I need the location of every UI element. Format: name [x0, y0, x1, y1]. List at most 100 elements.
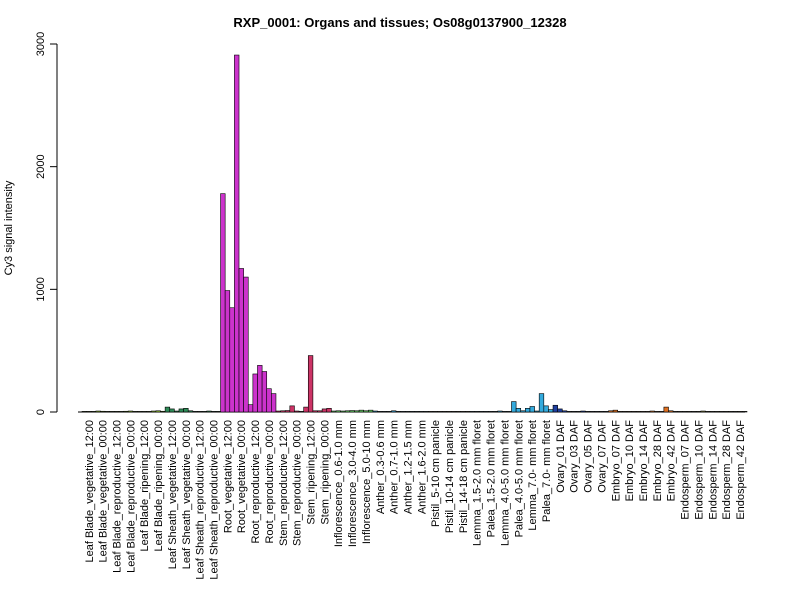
bar: [460, 411, 466, 413]
bar: [437, 411, 443, 413]
bar: [603, 411, 609, 413]
bar: [100, 410, 106, 413]
bar: [497, 410, 503, 413]
bar: [404, 411, 411, 413]
x-tick-label: Embryo_10 DAF: [624, 420, 636, 502]
bar: [386, 411, 392, 413]
x-tick-label: Root_vegetative_12:00: [222, 420, 234, 533]
bar: [617, 411, 623, 413]
bar: [391, 410, 397, 413]
bar: [400, 411, 406, 413]
x-tick-label: Leaf Sheath_vegetative_12:00: [167, 420, 179, 569]
x-tick-label: Leaf Blade_reproductive_00:00: [125, 420, 137, 573]
bar: [187, 410, 194, 413]
bar: [612, 409, 619, 413]
x-tick-label: Leaf Sheath_vegetative_00:00: [181, 420, 193, 569]
bar: [658, 411, 665, 413]
x-tick-label: Anther_0.3-0.6 mm: [375, 420, 387, 514]
bar: [640, 411, 646, 413]
bar: [294, 410, 300, 413]
bar: [691, 411, 697, 413]
x-tick-label: Anther_1.2-1.5 mm: [402, 420, 414, 514]
x-tick-label: Leaf Blade_ripening_00:00: [153, 420, 165, 552]
bar: [557, 408, 563, 413]
bars-group: [81, 54, 748, 413]
bar: [737, 411, 743, 413]
bar: [86, 411, 92, 413]
x-tick-label: Anther_1.6-2.0 mm: [416, 420, 428, 514]
bar: [312, 410, 318, 413]
x-tick-label: Palea_7.0- mm floret: [541, 420, 553, 522]
bar: [307, 355, 314, 413]
bar: [626, 411, 632, 413]
bar: [358, 409, 364, 413]
bar: [589, 411, 595, 413]
bar: [141, 411, 147, 413]
x-tick-label: Leaf Sheath_reproductive_12:00: [195, 420, 207, 580]
bar: [381, 411, 388, 413]
x-tick-label: Palea_1.5-2.0 mm floret: [486, 420, 498, 537]
x-tick-label: Leaf Blade_ripening_12:00: [139, 420, 151, 552]
bar: [571, 411, 577, 413]
bar: [511, 401, 517, 413]
bar: [501, 411, 508, 413]
bar: [598, 411, 605, 413]
bar: [261, 371, 268, 413]
x-tick-label: Ovary_05 DAF: [583, 420, 595, 493]
x-tick-label: Stem_ripening_00:00: [319, 420, 331, 525]
bar: [418, 411, 425, 413]
bar: [169, 408, 175, 413]
bar: [229, 307, 235, 413]
bar: [580, 410, 586, 413]
bar: [654, 411, 660, 413]
bar: [534, 410, 540, 413]
x-tick-label: Root_reproductive_12:00: [250, 420, 262, 544]
bar: [252, 373, 258, 413]
bar: [668, 410, 674, 413]
bar: [695, 411, 702, 413]
bar: [280, 410, 286, 413]
y-tick-label: 0: [35, 409, 47, 415]
x-tick-label: Leaf Blade_vegetative_12:00: [84, 420, 96, 563]
bar: [718, 411, 725, 413]
bar: [132, 411, 138, 413]
bar: [474, 411, 480, 413]
bar: [340, 410, 346, 413]
x-tick-label: Palea_4.0-5.0 mm floret: [513, 420, 525, 537]
bar: [423, 411, 429, 413]
bar: [234, 54, 240, 413]
bar: [428, 411, 434, 413]
bar: [538, 393, 545, 413]
bar: [649, 410, 655, 413]
bar: [709, 411, 715, 413]
bar: [723, 411, 729, 413]
bar: [525, 408, 531, 413]
bar: [714, 411, 720, 413]
bar: [160, 410, 166, 413]
bar: [631, 411, 637, 413]
bar: [174, 410, 180, 413]
bar: [395, 411, 401, 413]
bar: [109, 411, 115, 413]
x-tick-label: Stem_reproductive_12:00: [278, 420, 290, 546]
x-tick-label: Leaf Blade_vegetative_00:00: [98, 420, 110, 563]
bar: [192, 411, 198, 413]
y-tick-label: 1000: [35, 277, 47, 301]
bar: [677, 411, 683, 413]
bar: [705, 411, 711, 413]
bar: [464, 411, 471, 413]
bar: [672, 411, 679, 413]
bar: [215, 411, 221, 413]
bar: [247, 404, 254, 413]
bar: [104, 411, 111, 413]
bar: [548, 409, 554, 413]
bar: [645, 411, 651, 413]
x-tick-label: Ovary_07 DAF: [596, 420, 608, 493]
bar: [608, 410, 614, 413]
x-tick-labels: Leaf Blade_vegetative_12:00 Leaf Blade_ve…: [84, 420, 747, 580]
bar: [543, 405, 549, 413]
x-tick-label: Embryo_14 DAF: [638, 420, 650, 502]
x-tick-label: Ovary_03 DAF: [569, 420, 581, 493]
bar: [451, 411, 457, 413]
bar: [635, 411, 642, 413]
